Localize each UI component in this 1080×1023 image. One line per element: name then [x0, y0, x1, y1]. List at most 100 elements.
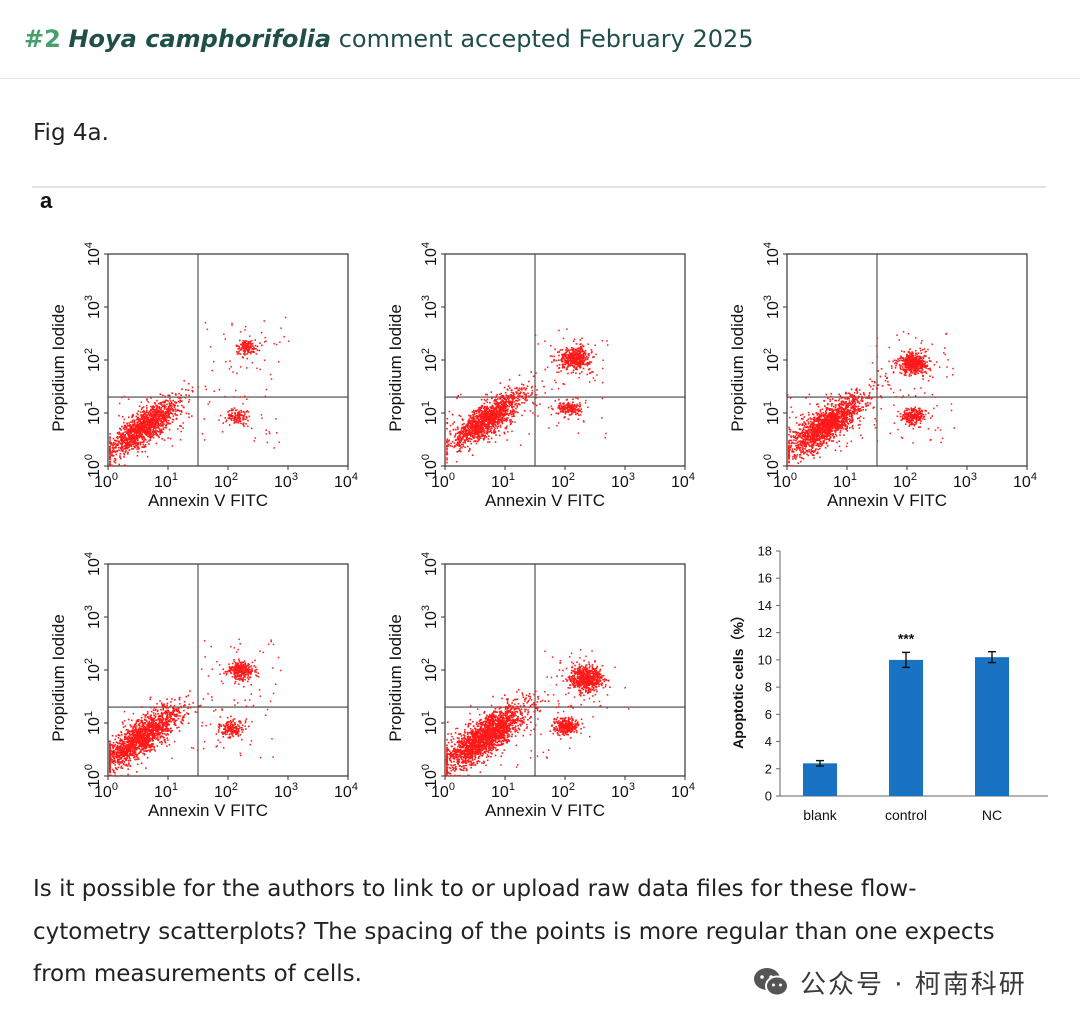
event-dot	[489, 401, 491, 404]
event-dot	[484, 419, 486, 422]
event-dot	[129, 435, 131, 437]
event-dot	[509, 423, 512, 426]
event-dot	[862, 409, 865, 411]
event-dot	[797, 434, 800, 437]
event-dot	[811, 438, 813, 441]
event-dot	[460, 437, 463, 440]
event-dot	[270, 378, 273, 380]
event-dot	[167, 394, 169, 397]
event-dot	[151, 435, 153, 438]
event-dot	[259, 342, 261, 344]
event-dot	[111, 447, 114, 449]
event-dot	[110, 443, 112, 446]
event-dot	[466, 436, 469, 438]
event-dot	[829, 433, 832, 435]
event-dot	[808, 449, 810, 451]
event-dot	[203, 418, 205, 420]
event-dot	[109, 463, 111, 466]
event-dot	[158, 428, 161, 430]
event-dot	[453, 421, 456, 423]
event-dot	[115, 453, 118, 456]
event-dot	[788, 441, 790, 444]
event-dot	[471, 432, 474, 435]
event-dot	[121, 449, 124, 452]
event-dot	[512, 412, 515, 415]
event-dot	[480, 424, 483, 427]
event-dot	[156, 409, 159, 411]
event-dot	[820, 413, 823, 415]
event-dot	[239, 331, 242, 333]
event-dot	[499, 426, 502, 428]
event-dot	[493, 412, 495, 414]
event-dot	[557, 387, 560, 390]
event-dot	[574, 361, 576, 364]
event-dot	[570, 354, 573, 356]
event-dot	[535, 372, 537, 374]
event-dot	[593, 356, 595, 358]
event-dot	[141, 407, 144, 409]
event-dot	[541, 380, 543, 382]
event-dot	[555, 412, 558, 415]
event-dot	[128, 449, 131, 451]
event-dot	[460, 443, 463, 446]
comment-number[interactable]: #2	[24, 25, 61, 53]
event-dot	[451, 413, 454, 416]
event-dot	[161, 394, 164, 397]
event-dot	[152, 411, 154, 414]
event-dot	[494, 396, 497, 399]
event-dot	[494, 417, 496, 420]
event-dot	[520, 388, 522, 390]
event-dot	[160, 415, 163, 417]
event-dot	[492, 406, 495, 409]
event-dot	[851, 394, 854, 396]
event-dot	[280, 327, 282, 329]
event-dot	[131, 448, 133, 450]
event-dot	[488, 418, 491, 421]
event-dot	[161, 437, 163, 440]
event-dot	[485, 416, 488, 419]
event-dot	[789, 429, 792, 431]
event-dot	[852, 410, 854, 413]
event-dot	[788, 426, 790, 429]
event-dot	[582, 345, 585, 348]
event-dot	[826, 434, 829, 436]
event-dot	[829, 400, 832, 402]
event-dot	[174, 393, 177, 395]
y-tick-label: 104	[83, 242, 103, 266]
event-dot	[860, 399, 862, 402]
event-dot	[515, 399, 517, 402]
event-dot	[449, 432, 451, 435]
event-dot	[125, 428, 128, 430]
event-dot	[834, 406, 837, 409]
event-dot	[462, 436, 464, 438]
event-dot	[499, 407, 501, 409]
event-dot	[446, 457, 448, 459]
event-dot	[581, 361, 583, 363]
event-dot	[178, 392, 180, 395]
event-dot	[143, 432, 146, 435]
event-dot	[499, 409, 502, 412]
event-dot	[125, 426, 127, 429]
event-dot	[162, 401, 164, 403]
event-dot	[568, 365, 570, 367]
event-dot	[239, 339, 241, 342]
event-dot	[164, 395, 166, 398]
event-dot	[823, 414, 825, 417]
event-dot	[821, 442, 824, 444]
event-dot	[572, 358, 574, 361]
event-dot	[481, 434, 484, 436]
event-dot	[562, 383, 564, 385]
event-dot	[462, 431, 465, 434]
event-dot	[576, 351, 579, 353]
event-dot	[473, 432, 476, 435]
event-dot	[566, 348, 569, 350]
event-dot	[797, 436, 799, 438]
event-dot	[838, 403, 841, 405]
event-dot	[531, 393, 533, 395]
event-dot	[479, 428, 481, 431]
event-dot	[826, 433, 829, 435]
event-dot	[125, 427, 128, 429]
event-dot	[488, 431, 490, 433]
event-dot	[570, 353, 573, 355]
event-dot	[582, 363, 585, 365]
